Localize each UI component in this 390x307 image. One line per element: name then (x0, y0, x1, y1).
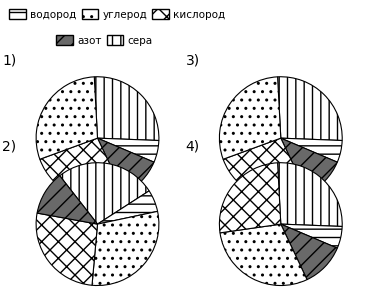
Wedge shape (92, 212, 159, 286)
Wedge shape (36, 213, 98, 285)
Wedge shape (36, 77, 98, 159)
Wedge shape (281, 138, 342, 162)
Legend: азот, сера: азот, сера (52, 31, 157, 50)
Wedge shape (281, 138, 337, 194)
Text: 1): 1) (2, 54, 17, 68)
Wedge shape (281, 224, 342, 248)
Text: 4): 4) (186, 140, 200, 154)
Wedge shape (98, 138, 154, 194)
Wedge shape (94, 77, 159, 141)
Text: 3): 3) (186, 54, 200, 68)
Wedge shape (60, 163, 149, 224)
Wedge shape (278, 163, 342, 227)
Wedge shape (40, 138, 124, 200)
Wedge shape (37, 176, 98, 224)
Text: 2): 2) (2, 140, 16, 154)
Wedge shape (220, 77, 281, 159)
Wedge shape (220, 224, 307, 286)
Wedge shape (281, 224, 337, 280)
Wedge shape (98, 191, 158, 224)
Wedge shape (223, 138, 307, 200)
Wedge shape (220, 163, 281, 233)
Wedge shape (98, 138, 159, 162)
Wedge shape (278, 77, 342, 141)
